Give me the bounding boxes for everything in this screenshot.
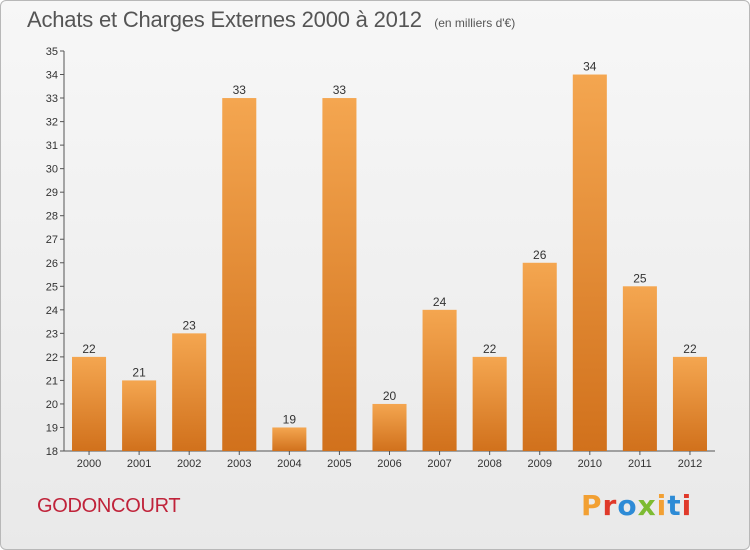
y-tick-label: 26 xyxy=(46,258,58,270)
value-label-2002: 23 xyxy=(183,318,197,332)
x-tick-label-2000: 2000 xyxy=(77,458,101,470)
x-tick-label-2006: 2006 xyxy=(377,458,401,470)
x-tick-label-2011: 2011 xyxy=(628,458,652,470)
y-tick-label: 31 xyxy=(46,140,58,152)
value-label-2004: 19 xyxy=(283,412,297,426)
bar-2006 xyxy=(372,403,407,451)
bar-2004 xyxy=(272,427,307,451)
value-label-2011: 25 xyxy=(633,271,647,285)
logo-letter: i xyxy=(656,489,668,522)
value-label-2001: 21 xyxy=(132,365,146,379)
value-label-2007: 24 xyxy=(433,295,447,309)
y-tick-label: 25 xyxy=(46,281,58,293)
logo-letter: r xyxy=(602,489,618,522)
bar-2010 xyxy=(572,74,607,451)
chart-subtitle: (en milliers d'€) xyxy=(434,16,516,30)
logo-letter: i xyxy=(681,489,693,522)
y-tick-label: 33 xyxy=(46,93,58,105)
value-label-2006: 20 xyxy=(383,389,397,403)
value-label-2000: 22 xyxy=(82,342,96,356)
y-tick-label: 22 xyxy=(46,352,58,364)
value-label-2008: 22 xyxy=(483,342,497,356)
chart-axes: 18 19 20 21 22 23 24 25 26 27 28 29 30 31 32 33 34 35 xyxy=(46,46,715,458)
y-tick-label: 34 xyxy=(46,70,58,82)
bar-2009 xyxy=(522,262,557,451)
logo-letter: o xyxy=(617,489,638,522)
x-tick-label-2003: 2003 xyxy=(227,458,251,470)
y-tick-label: 19 xyxy=(46,422,58,434)
y-tick-label: 28 xyxy=(46,211,58,223)
x-tick-label-2002: 2002 xyxy=(177,458,201,470)
proxiti-logo[interactable]: Proxiti xyxy=(581,489,692,522)
bar-2005 xyxy=(322,98,357,451)
value-label-2009: 26 xyxy=(533,248,547,262)
commune-name: GODONCOURT xyxy=(37,495,181,517)
y-tick-label: 24 xyxy=(46,305,58,317)
y-tick-label: 27 xyxy=(46,234,58,246)
bar-2012 xyxy=(672,356,707,451)
logo-letter: x xyxy=(637,489,657,522)
value-label-2010: 34 xyxy=(583,60,597,74)
x-tick-label-2001: 2001 xyxy=(127,458,151,470)
value-label-2005: 33 xyxy=(333,83,347,97)
y-tick-label: 21 xyxy=(46,375,58,387)
x-tick-label-2012: 2012 xyxy=(678,458,702,470)
x-tick-label-2010: 2010 xyxy=(578,458,602,470)
bar-2003 xyxy=(222,98,257,451)
x-tick-label-2009: 2009 xyxy=(527,458,551,470)
bar-2008 xyxy=(472,356,507,451)
bar-2002 xyxy=(172,333,207,451)
chart-labels: 2000 22 2001 21 2002 23 2003 33 2004 19 2005 33 2006… xyxy=(77,60,702,470)
y-tick-label: 32 xyxy=(46,117,58,129)
y-tick-label: 23 xyxy=(46,328,58,340)
logo-letter: t xyxy=(667,489,682,522)
y-tick-label: 35 xyxy=(46,46,58,58)
title-row: Achats et Charges Externes 2000 à 2012 (… xyxy=(27,7,515,33)
x-tick-label-2007: 2007 xyxy=(427,458,451,470)
value-label-2012: 22 xyxy=(683,342,697,356)
y-tick-label: 30 xyxy=(46,164,58,176)
y-tick-label: 20 xyxy=(46,399,58,411)
bar-2011 xyxy=(622,286,657,451)
y-tick-label: 18 xyxy=(46,446,58,458)
x-tick-label-2008: 2008 xyxy=(477,458,501,470)
logo-letter: P xyxy=(581,489,603,522)
bar-2000 xyxy=(72,356,107,451)
y-tick-label: 29 xyxy=(46,187,58,199)
chart-title: Achats et Charges Externes 2000 à 2012 xyxy=(27,7,422,32)
value-label-2003: 33 xyxy=(233,83,247,97)
bar-2001 xyxy=(122,380,157,451)
bar-2007 xyxy=(422,309,457,451)
x-tick-label-2005: 2005 xyxy=(327,458,351,470)
chart-bars xyxy=(72,74,707,451)
x-tick-label-2004: 2004 xyxy=(277,458,301,470)
